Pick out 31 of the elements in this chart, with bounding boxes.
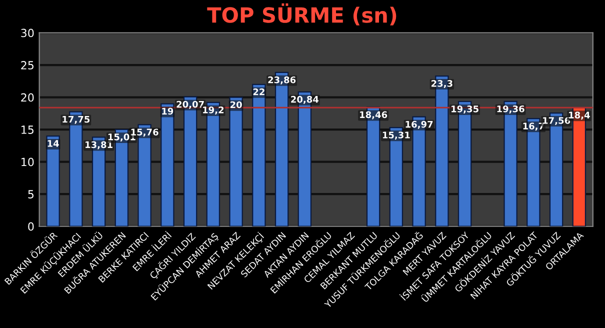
y-tick-label: 30 xyxy=(21,28,34,38)
data-label: 18,4 xyxy=(569,112,590,120)
bar xyxy=(46,135,60,226)
bar xyxy=(229,96,243,226)
y-tick-label: 0 xyxy=(28,222,34,231)
bar xyxy=(252,84,266,226)
data-label: 19,36 xyxy=(497,105,524,114)
data-label: 23,3 xyxy=(432,80,452,88)
data-label: 19 xyxy=(162,108,174,115)
y-tick-label: 20 xyxy=(21,93,34,102)
y-tick-label: 5 xyxy=(28,190,34,198)
y-tick-label: 25 xyxy=(21,61,34,70)
data-label: 19,35 xyxy=(452,106,478,114)
chart-title: TOP SÜRME (sn) xyxy=(207,3,396,26)
data-label: 15,31 xyxy=(382,132,410,140)
data-label: 16,97 xyxy=(406,120,433,129)
data-label: 17,56 xyxy=(543,117,570,126)
y-tick-label: 10 xyxy=(22,158,34,166)
data-label: 14 xyxy=(48,140,59,147)
data-label: 19,2 xyxy=(203,106,224,114)
data-label: 13,81 xyxy=(86,141,112,150)
data-label: 18,46 xyxy=(360,111,388,120)
data-label: 20,07 xyxy=(176,100,204,109)
data-label: 23,86 xyxy=(268,76,296,84)
bar xyxy=(160,103,174,226)
data-label: 17,75 xyxy=(62,116,90,124)
y-tick-label: 15 xyxy=(22,126,34,134)
data-label: 22 xyxy=(253,88,264,96)
data-label: 20 xyxy=(230,101,242,108)
data-label: 20,84 xyxy=(291,96,319,104)
data-label: 16,7 xyxy=(523,122,544,131)
